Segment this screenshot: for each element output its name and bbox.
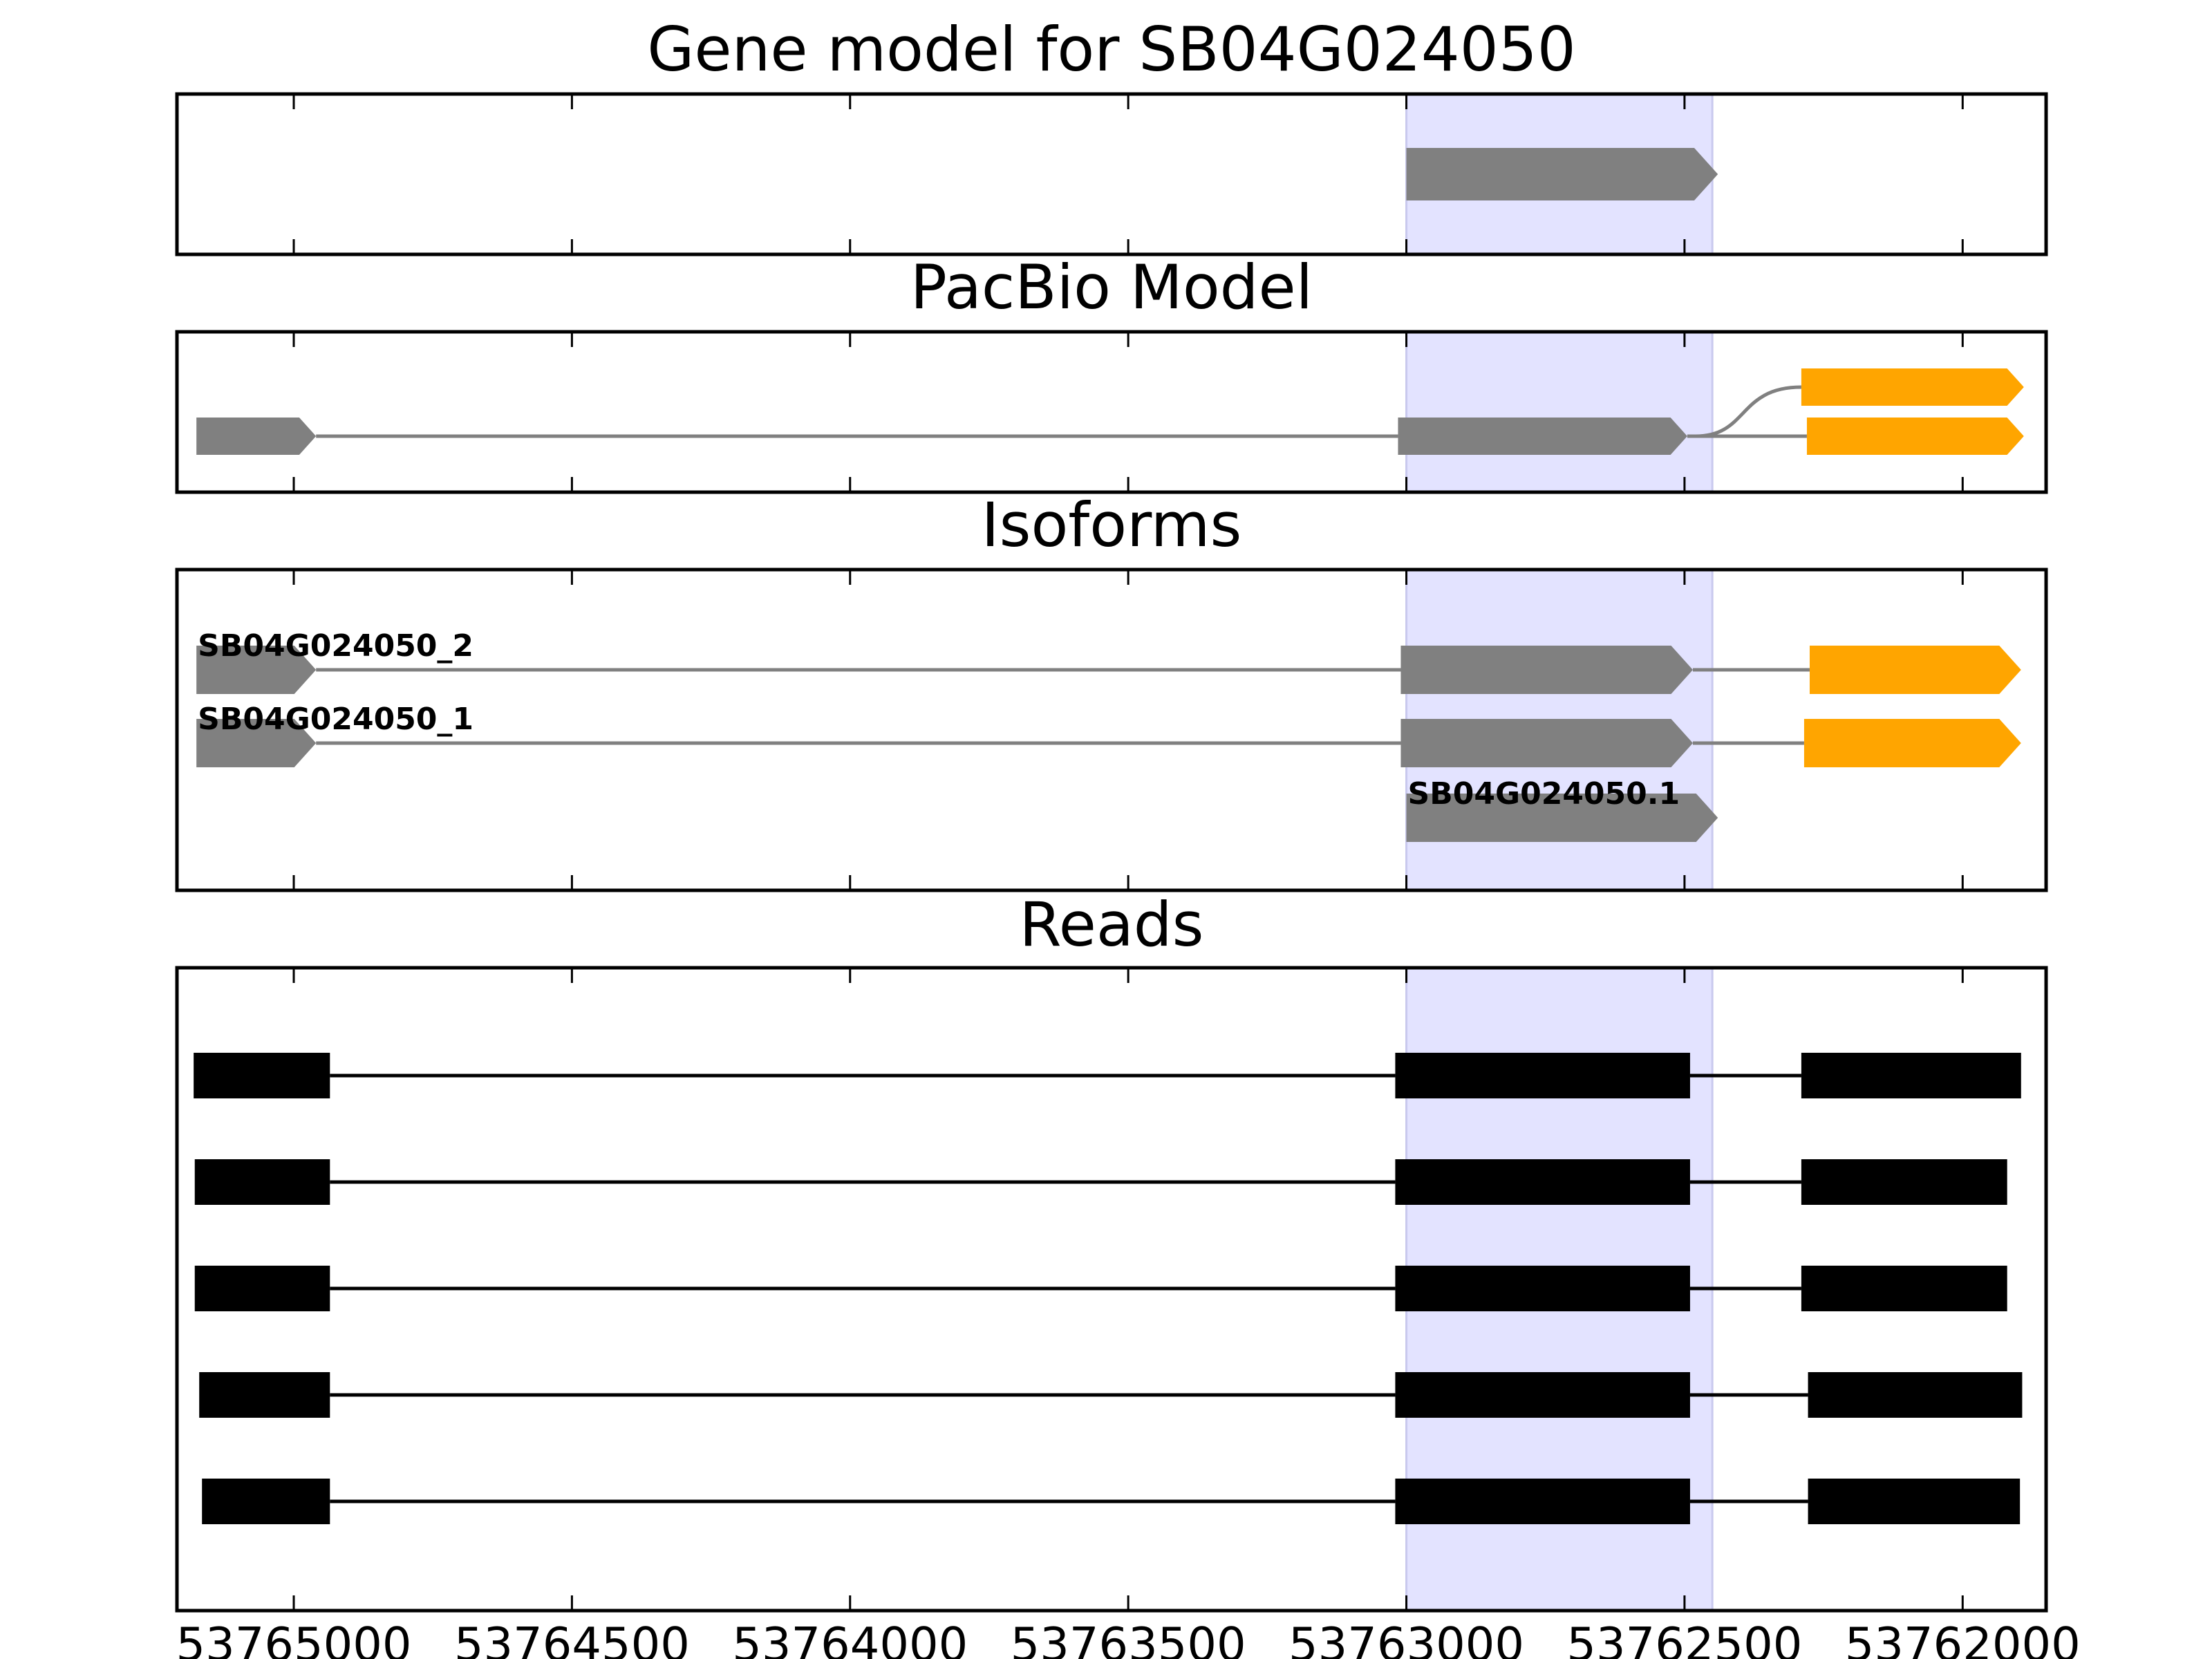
x-tick-label: 53762000 <box>1845 1618 2081 1659</box>
x-tick-label: 53764000 <box>732 1618 968 1659</box>
isoforms-track-3 <box>1406 794 1718 842</box>
isoform-label: SB04G024050.1 <box>1408 776 1680 812</box>
isoforms-track-2 <box>196 719 2021 767</box>
exon-block <box>1400 719 1693 767</box>
read-exon <box>1395 1372 1690 1418</box>
read-exon <box>1801 1053 2021 1098</box>
exon-block <box>196 646 317 694</box>
isoform-label: SB04G024050_2 <box>198 628 474 664</box>
read-exon <box>1801 1159 2007 1205</box>
reads-track-1 <box>194 1053 2021 1098</box>
read-exon <box>1395 1479 1690 1524</box>
exon-block <box>1406 148 1718 200</box>
exon-block <box>1398 418 1687 455</box>
x-tick-label: 53764500 <box>454 1618 690 1659</box>
pacbio-track-2 <box>1695 368 2024 438</box>
read-exon <box>1395 1053 1690 1098</box>
exon-block <box>1801 368 2024 406</box>
x-tick-label: 53762500 <box>1566 1618 1802 1659</box>
reads-track-5 <box>202 1479 2021 1524</box>
exon-block <box>1806 418 2024 455</box>
read-exon <box>1395 1159 1690 1205</box>
panel-title-gene_model: Gene model for SB04G024050 <box>647 14 1576 85</box>
read-exon <box>1808 1372 2023 1418</box>
exon-block <box>1803 719 2021 767</box>
panel-title-pacbio: PacBio Model <box>910 252 1313 323</box>
pacbio-track-1 <box>196 418 2024 455</box>
panel-frame-pacbio <box>175 330 2048 494</box>
x-tick-label: 53763000 <box>1288 1618 1524 1659</box>
panel-title-isoforms: Isoforms <box>982 489 1242 561</box>
panel-frame-reads <box>175 966 2048 1613</box>
read-exon <box>194 1266 330 1311</box>
read-exon <box>199 1372 330 1418</box>
exon-block <box>196 719 317 767</box>
x-tick-label: 53763500 <box>1011 1618 1246 1659</box>
frames-layer <box>175 92 2048 1613</box>
x-tick-label: 53765000 <box>176 1618 411 1659</box>
reads-track-4 <box>199 1372 2023 1418</box>
highlight-band-pacbio <box>1405 330 1714 494</box>
panel-title-reads: Reads <box>1020 889 1204 960</box>
text-layer: SB04G024050_2 SB04G024050_1 SB04G024050.1 G… <box>176 14 2080 1659</box>
panel-frame-isoforms <box>175 568 2048 892</box>
read-exon <box>194 1053 330 1098</box>
read-exon <box>202 1479 330 1524</box>
isoform-label: SB04G024050_1 <box>198 702 474 737</box>
read-exon <box>1808 1479 2021 1524</box>
exon-block <box>1809 646 2021 694</box>
read-exon <box>1395 1266 1690 1311</box>
read-exon <box>194 1159 330 1205</box>
tracks-layer <box>194 148 2024 1524</box>
read-exon <box>1801 1266 2007 1311</box>
reads-track-3 <box>194 1266 2007 1311</box>
gene_model-track-1 <box>1406 148 1718 200</box>
exon-block <box>196 418 317 455</box>
reads-track-2 <box>194 1159 2007 1205</box>
exon-block <box>1406 794 1718 842</box>
exon-block <box>1400 646 1693 694</box>
panel-frame-gene_model <box>175 92 2048 256</box>
branch-connector <box>1695 385 1801 438</box>
isoforms-track-1 <box>196 646 2021 694</box>
